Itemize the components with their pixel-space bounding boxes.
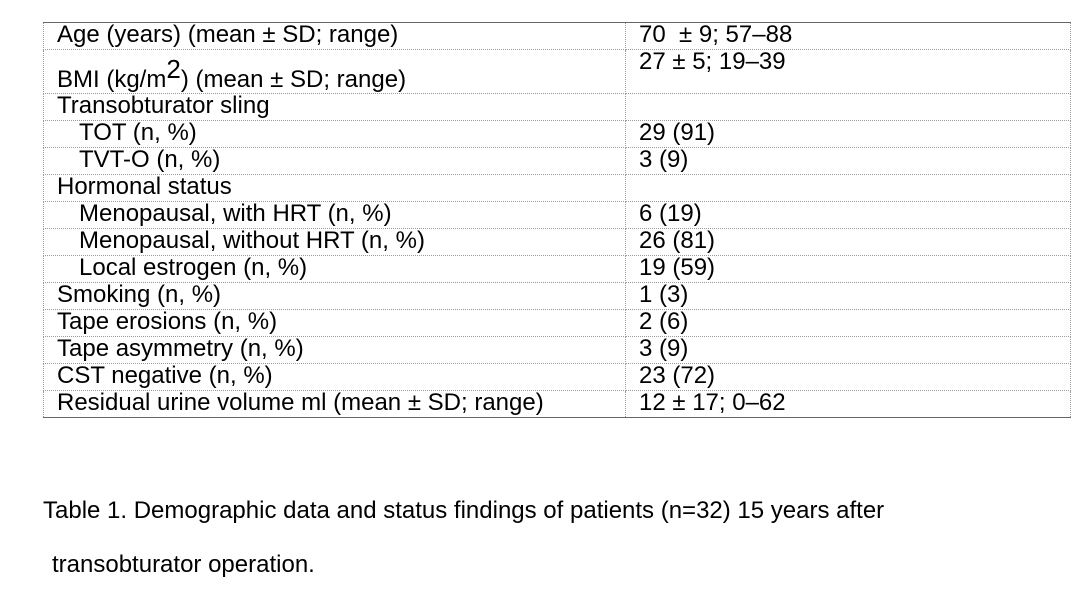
- row-value-tvt-o: 3 (9): [625, 147, 1071, 175]
- row-value-local-estrogen: 19 (59): [625, 255, 1071, 283]
- table-caption: Table 1. Demographic data and status fin…: [43, 484, 1063, 592]
- table-row: Smoking (n, %) 1 (3): [43, 282, 1071, 310]
- row-label-tot: TOT (n, %): [43, 120, 626, 148]
- row-value-age: 70 ± 9; 57–88: [625, 22, 1071, 50]
- caption-line-2: transobturator operation.: [52, 551, 315, 578]
- row-label-cst-negative: CST negative (n, %): [43, 363, 626, 391]
- row-value-tot: 29 (91): [625, 120, 1071, 148]
- caption-line-1: Table 1. Demographic data and status fin…: [43, 497, 885, 524]
- row-label-residual-urine: Residual urine volume ml (mean ± SD; ran…: [43, 390, 626, 418]
- table-row: CST negative (n, %) 23 (72): [43, 363, 1071, 391]
- table-row: Transobturator sling: [43, 93, 1071, 121]
- row-label-age: Age (years) (mean ± SD; range): [43, 22, 626, 50]
- bmi-label-suffix: ) (mean ± SD; range): [180, 66, 407, 93]
- row-label-menopausal-no-hrt: Menopausal, without HRT (n, %): [43, 228, 626, 256]
- row-label-menopausal-hrt: Menopausal, with HRT (n, %): [43, 201, 626, 229]
- demographics-table-container: Age (years) (mean ± SD; range) 70 ± 9; 5…: [43, 22, 1071, 418]
- row-label-tape-erosions: Tape erosions (n, %): [43, 309, 626, 337]
- row-label-local-estrogen: Local estrogen (n, %): [43, 255, 626, 283]
- table-row: Menopausal, without HRT (n, %) 26 (81): [43, 228, 1071, 256]
- table-row: Age (years) (mean ± SD; range) 70 ± 9; 5…: [43, 22, 1071, 50]
- table-row: Hormonal status: [43, 174, 1071, 202]
- table-row: Tape erosions (n, %) 2 (6): [43, 309, 1071, 337]
- table-row: Local estrogen (n, %) 19 (59): [43, 255, 1071, 283]
- table-row: TVT-O (n, %) 3 (9): [43, 147, 1071, 175]
- row-value-smoking: 1 (3): [625, 282, 1071, 310]
- table-row: Menopausal, with HRT (n, %) 6 (19): [43, 201, 1071, 229]
- table-row: Tape asymmetry (n, %) 3 (9): [43, 336, 1071, 364]
- row-label-sling-header: Transobturator sling: [43, 93, 626, 121]
- row-value-tape-asymmetry: 3 (9): [625, 336, 1071, 364]
- row-label-tvt-o: TVT-O (n, %): [43, 147, 626, 175]
- row-value-menopausal-hrt: 6 (19): [625, 201, 1071, 229]
- bmi-unit-superscript: 2: [166, 54, 181, 84]
- row-label-bmi: BMI (kg/m2) (mean ± SD; range): [43, 49, 626, 94]
- row-value-tape-erosions: 2 (6): [625, 309, 1071, 337]
- row-label-smoking: Smoking (n, %): [43, 282, 626, 310]
- row-value-hormonal-header: [625, 174, 1071, 202]
- row-label-tape-asymmetry: Tape asymmetry (n, %): [43, 336, 626, 364]
- row-value-cst-negative: 23 (72): [625, 363, 1071, 391]
- row-value-menopausal-no-hrt: 26 (81): [625, 228, 1071, 256]
- row-label-hormonal-header: Hormonal status: [43, 174, 626, 202]
- table-row: Residual urine volume ml (mean ± SD; ran…: [43, 390, 1071, 418]
- table-row: TOT (n, %) 29 (91): [43, 120, 1071, 148]
- row-value-residual-urine: 12 ± 17; 0–62: [625, 390, 1071, 418]
- table-row: BMI (kg/m2) (mean ± SD; range) 27 ± 5; 1…: [43, 49, 1071, 94]
- bmi-label-prefix: BMI (kg/m: [57, 66, 167, 93]
- row-value-bmi: 27 ± 5; 19–39: [625, 49, 1071, 94]
- demographics-table: Age (years) (mean ± SD; range) 70 ± 9; 5…: [43, 22, 1071, 418]
- row-value-sling-header: [625, 93, 1071, 121]
